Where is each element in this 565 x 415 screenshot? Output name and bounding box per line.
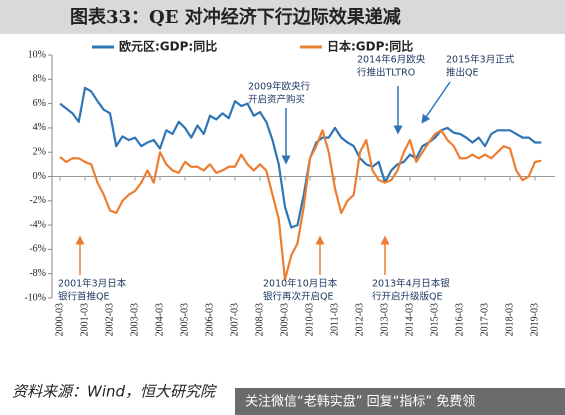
x-tick-label: 2004-03 <box>154 303 165 336</box>
annotation: 2010年10月日本 <box>263 278 338 290</box>
annotation: 银行再次开启QE <box>263 291 333 303</box>
y-tick-label: -8% <box>29 268 46 279</box>
x-tick-label: 2012-03 <box>354 303 365 336</box>
series-line <box>59 129 542 281</box>
y-tick-label: -4% <box>29 219 46 230</box>
annotation: 银行首推QE <box>58 291 109 303</box>
watermark-band <box>235 388 565 415</box>
annotation: 行开启升级版QE <box>372 291 442 303</box>
x-tick-label: 2018-03 <box>504 303 515 336</box>
y-tick-label: 6% <box>33 98 46 109</box>
x-tick-label: 2000-03 <box>54 303 65 336</box>
x-tick-label: 2010-03 <box>304 303 315 336</box>
y-tick-label: 4% <box>33 122 46 133</box>
y-tick-label: -10% <box>24 292 46 303</box>
x-tick-label: 2001-03 <box>79 303 90 336</box>
x-tick-label: 2017-03 <box>479 303 490 336</box>
x-tick-label: 2013-03 <box>379 303 390 336</box>
title-banner <box>0 0 565 34</box>
chart-title: 图表33：QE 对冲经济下行边际效果递减 <box>70 6 401 28</box>
annotation: 2015年3月正式 <box>446 54 515 66</box>
x-tick-label: 2005-03 <box>179 303 190 336</box>
y-tick-label: 8% <box>33 74 46 85</box>
annotation: 2009年欧央行 <box>248 81 311 93</box>
x-tick-label: 2015-03 <box>429 303 440 336</box>
annotation-arrow <box>421 81 451 124</box>
x-tick-label: 2011-03 <box>329 303 340 336</box>
y-tick-label: -6% <box>29 244 46 255</box>
source-note: 资料来源：Wind，恒大研究院 <box>12 383 217 401</box>
series-line <box>59 86 542 229</box>
x-tick-label: 2007-03 <box>229 303 240 336</box>
x-tick-label: 2016-03 <box>454 303 465 336</box>
y-tick-label: 2% <box>33 146 46 157</box>
annotation: 推出QE <box>446 67 478 79</box>
watermark: 关注微信“老韩实盘” 回复“指标” 免费领 <box>245 394 475 410</box>
annotation: 2014年6月欧央 <box>357 54 426 66</box>
annotation: 行推出TLTRO <box>357 67 415 79</box>
annotation: 开启资产购买 <box>248 94 305 106</box>
annotation: 2013年4月日本银 <box>372 278 450 290</box>
y-tick-label: 0% <box>33 171 46 182</box>
x-tick-label: 2002-03 <box>104 303 115 336</box>
x-tick-label: 2008-03 <box>254 303 265 336</box>
x-tick-label: 2009-03 <box>279 303 290 336</box>
legend-label: 日本:GDP:同比 <box>327 39 413 54</box>
y-tick-label: 10% <box>28 49 46 60</box>
legend-label: 欧元区:GDP:同比 <box>119 39 217 54</box>
annotation: 2001年3月日本 <box>58 278 127 290</box>
x-tick-label: 2003-03 <box>129 303 140 336</box>
y-tick-label: -2% <box>29 195 46 206</box>
x-tick-label: 2019-03 <box>529 303 540 336</box>
x-tick-label: 2006-03 <box>204 303 215 336</box>
x-tick-label: 2014-03 <box>404 303 415 336</box>
